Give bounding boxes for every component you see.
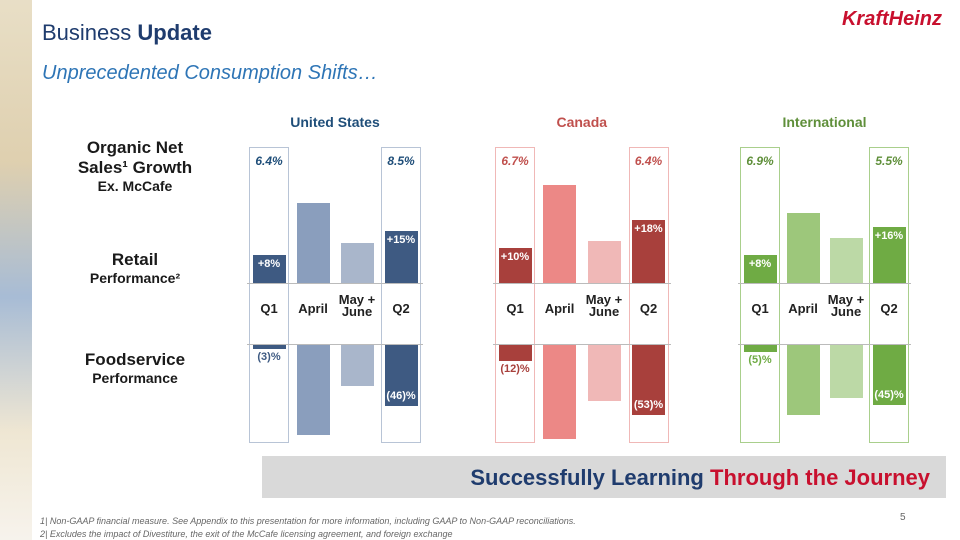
row-sub: Performance² xyxy=(89,270,181,286)
x-tick-label: Q2 xyxy=(392,301,410,316)
axis-line xyxy=(738,283,911,284)
logo-heinz: Heinz xyxy=(888,8,942,30)
value-label: (46)% xyxy=(386,390,416,403)
value-label: +8% xyxy=(257,258,281,270)
bar xyxy=(743,345,777,352)
organic-label: 6.4% xyxy=(255,154,283,168)
bar xyxy=(252,345,286,349)
bar xyxy=(296,345,330,436)
title-bold: Update xyxy=(137,20,212,45)
value-label: +10% xyxy=(500,251,530,263)
axis-line xyxy=(493,344,671,345)
x-tick-label: Q1 xyxy=(260,301,278,316)
column-outline xyxy=(495,147,535,443)
banner-text: Successfully Learning xyxy=(470,465,704,490)
bar xyxy=(543,185,576,283)
bar xyxy=(384,345,418,407)
value-label: +16% xyxy=(874,230,904,242)
chart-title: United States xyxy=(290,114,380,130)
chart-title: International xyxy=(782,114,867,130)
x-tick-label: May + June xyxy=(585,292,623,319)
row-label: Foodservice Performance xyxy=(40,350,230,386)
bar xyxy=(498,248,532,283)
x-tick-label: April xyxy=(544,301,575,316)
row-sub: Ex. McCafe xyxy=(97,178,173,194)
footnote: 1| Non-GAAP financial measure. See Appen… xyxy=(40,516,576,526)
organic-label: 6.7% xyxy=(501,154,529,168)
logo-kraft: Kraft xyxy=(841,8,889,30)
x-tick-label: May + June xyxy=(827,292,865,319)
bar xyxy=(498,345,532,361)
row-title: Organic Net Sales¹ Growth xyxy=(77,138,193,177)
value-label: +8% xyxy=(748,258,772,270)
axis-line xyxy=(247,344,423,345)
x-tick-label: May + June xyxy=(338,292,376,319)
logo: KraftHeinz xyxy=(842,8,942,31)
column-outline xyxy=(249,147,289,443)
x-tick-label: April xyxy=(788,301,818,316)
bar xyxy=(872,345,906,405)
banner: Successfully Learning Through the Journe… xyxy=(262,456,946,498)
bar xyxy=(587,345,621,401)
column-outline xyxy=(381,147,421,443)
column-outline xyxy=(869,147,909,443)
bar xyxy=(786,345,820,416)
title: Business Update xyxy=(42,20,212,46)
value-label: (45)% xyxy=(874,388,904,401)
footnote: 2| Excludes the impact of Divestiture, t… xyxy=(40,529,453,539)
value-label: +15% xyxy=(386,233,416,246)
row-label: Organic Net Sales¹ Growth Ex. McCafe xyxy=(40,138,230,194)
bar xyxy=(587,241,621,283)
bar xyxy=(786,213,820,283)
bar xyxy=(829,345,863,399)
bar xyxy=(252,255,286,283)
banner-text: Through the Journey xyxy=(710,465,930,490)
bar xyxy=(743,255,777,283)
axis-line xyxy=(738,344,911,345)
row-title: Retail xyxy=(111,250,159,269)
organic-label: 8.5% xyxy=(387,154,415,168)
x-tick-label: Q1 xyxy=(751,301,769,316)
x-tick-label: Q1 xyxy=(506,301,524,316)
row-sub: Performance xyxy=(92,370,178,386)
x-tick-label: Q2 xyxy=(639,301,658,316)
axis-line xyxy=(247,283,423,284)
organic-label: 6.9% xyxy=(746,154,774,168)
bar xyxy=(872,227,906,283)
organic-label: 5.5% xyxy=(875,154,903,168)
bar xyxy=(340,242,374,283)
bar xyxy=(632,345,665,416)
x-tick-label: April xyxy=(298,301,328,316)
column-outline xyxy=(628,147,669,443)
axis-line xyxy=(493,283,671,284)
bar xyxy=(632,220,665,283)
bar xyxy=(384,230,418,283)
row-label: Retail Performance² xyxy=(40,250,230,286)
row-title: Foodservice xyxy=(84,350,186,369)
bar xyxy=(829,237,863,283)
value-label: (12)% xyxy=(500,362,530,375)
value-label: +18% xyxy=(634,223,663,235)
value-label: (3)% xyxy=(257,350,281,363)
column-outline xyxy=(740,147,780,443)
bar xyxy=(340,345,374,387)
chart-title: Canada xyxy=(556,114,608,130)
x-tick-label: Q2 xyxy=(880,301,898,316)
title-main: Business xyxy=(42,20,132,45)
subtitle: Unprecedented Consumption Shifts… xyxy=(42,62,378,84)
value-label: (5)% xyxy=(748,353,772,366)
bar xyxy=(296,202,330,283)
bar xyxy=(543,345,576,440)
page-number: 5 xyxy=(900,512,906,523)
organic-label: 6.4% xyxy=(634,154,663,168)
photo-strip xyxy=(0,0,32,540)
value-label: (53)% xyxy=(633,399,664,412)
